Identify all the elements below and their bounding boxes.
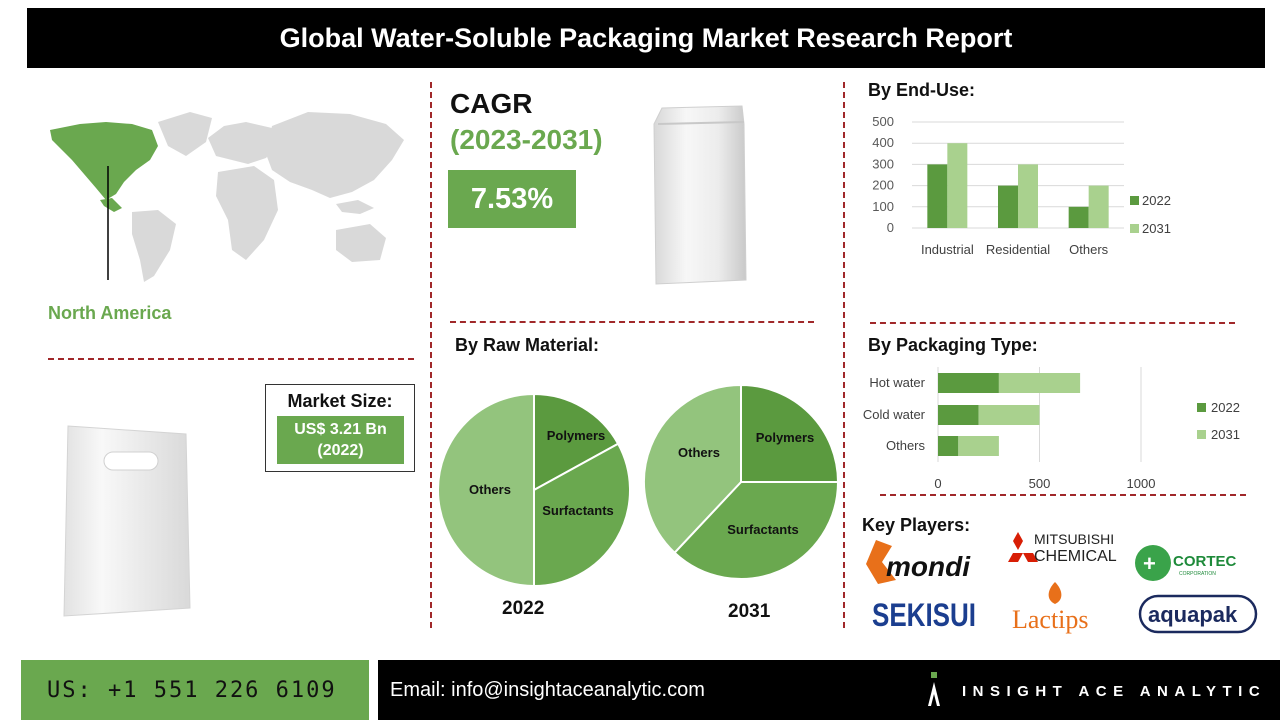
packaging-category-label: Cold water	[863, 407, 926, 422]
packaging-bar-2022-cold-water	[938, 405, 979, 425]
mondi-logo: mondi	[866, 540, 971, 584]
footer-phone: US: +1 551 226 6109	[21, 660, 369, 720]
sekisui-logo: SEKISUI	[872, 597, 976, 631]
end-use-bar-2031-others	[1088, 185, 1109, 228]
svg-text:+: +	[1143, 551, 1156, 576]
packaging-bar-2031-hot-water	[998, 373, 1081, 393]
packaging-legend-swatch-2031	[1197, 430, 1206, 439]
footer-contact-bar: Email: info@insightaceanalytic.com INSIG…	[378, 660, 1280, 720]
pie-2031-label-surfactants: Surfactants	[727, 522, 799, 537]
market-size-value: US$ 3.21 Bn	[294, 421, 387, 438]
brand-logo-icon	[928, 672, 940, 706]
market-size-title: Market Size:	[287, 391, 393, 411]
pie-2031-slice-surfactants	[673, 481, 840, 580]
end-use-ytick: 0	[887, 220, 894, 235]
cagr-value-box: 7.53%	[448, 170, 576, 228]
packaging-bar-2022-others	[938, 436, 959, 456]
pie-2022-slice-surfactants	[533, 442, 631, 588]
pie-2031-caption: 2031	[728, 601, 771, 622]
shopping-bag-image	[63, 425, 191, 617]
packaging-legend-label: 2031	[1211, 427, 1240, 442]
end-use-title: By End-Use:	[868, 80, 976, 100]
svg-text:CORTEC: CORTEC	[1173, 553, 1237, 570]
packaging-bar-2022-hot-water	[938, 373, 999, 393]
pie-2022-slice-others	[437, 392, 535, 588]
end-use-ytick: 500	[872, 114, 894, 129]
packaging-xtick: 1000	[1127, 476, 1156, 491]
raw-material-pies: Polymers Surfactants Others Polymers Surfact…	[437, 383, 840, 588]
end-use-category-label: Others	[1069, 242, 1109, 257]
email-link[interactable]: Email: info@insightaceanalytic.com	[390, 679, 705, 701]
pie-2022-label-surfactants: Surfactants	[542, 503, 614, 518]
packaging-bar-2031-others	[958, 436, 999, 456]
divider-vertical-right	[843, 82, 845, 628]
packaging-bar-2031-cold-water	[978, 405, 1040, 425]
mitsubishi-chemical-logo: MITSUBISHI CHEMICAL	[1008, 531, 1117, 565]
end-use-bar-2031-industrial	[947, 143, 968, 228]
packaging-xtick: 0	[934, 476, 941, 491]
end-use-ytick: 300	[872, 156, 894, 171]
end-use-ytick: 400	[872, 135, 894, 150]
pie-2022-slice-polymers	[533, 392, 620, 492]
svg-text:MITSUBISHI: MITSUBISHI	[1034, 531, 1114, 547]
divider-left-horizontal	[48, 358, 414, 360]
packaging-legend-label: 2022	[1211, 400, 1240, 415]
svg-text:aquapak: aquapak	[1148, 602, 1238, 627]
pie-2022-label-polymers: Polymers	[547, 428, 606, 443]
end-use-legend-swatch-2022	[1130, 196, 1139, 205]
pouch-image	[653, 105, 747, 285]
end-use-ytick: 100	[872, 199, 894, 214]
logo-text-mondi: mondi	[886, 551, 971, 582]
pie-2031-slice-polymers	[740, 383, 840, 483]
packaging-xtick: 500	[1029, 476, 1051, 491]
cagr-value: 7.53%	[470, 182, 554, 215]
end-use-category-label: Industrial	[921, 242, 974, 257]
end-use-category-label: Residential	[986, 242, 1050, 257]
aquapak-logo: aquapak	[1138, 594, 1258, 634]
world-map	[50, 112, 404, 282]
pie-2022-label-others: Others	[469, 482, 511, 497]
report-title: Global Water-Soluble Packaging Market Re…	[279, 22, 1013, 53]
pie-2031-slice-others	[643, 383, 742, 555]
report-title-bar: Global Water-Soluble Packaging Market Re…	[27, 8, 1265, 68]
end-use-chart: 0 100 200 300 400 500 Industrial Residential Oth…	[872, 114, 1171, 257]
end-use-ytick: 200	[872, 178, 894, 193]
end-use-bar-2022-residential	[998, 185, 1018, 228]
brand-name: INSIGHT ACE ANALYTIC	[962, 683, 1267, 700]
cagr-period: (2023-2031)	[450, 124, 603, 155]
svg-text:SEKISUI: SEKISUI	[872, 597, 976, 631]
end-use-legend-swatch-2031	[1130, 224, 1139, 233]
svg-text:CORPORATION: CORPORATION	[1179, 571, 1216, 577]
packaging-legend-swatch-2022	[1197, 403, 1206, 412]
end-use-bar-2031-residential	[1018, 164, 1038, 228]
svg-text:Lactips: Lactips	[1012, 605, 1089, 634]
packaging-category-label: Others	[886, 438, 926, 453]
packaging-type-chart: 0 500 1000 Hot water Cold water Others 2022 203…	[863, 367, 1240, 491]
phone-number: US: +1 551 226 6109	[47, 677, 337, 703]
cortec-logo: + CORTEC CORPORATION	[1135, 545, 1237, 581]
end-use-legend-label: 2022	[1142, 193, 1171, 208]
packaging-category-label: Hot water	[869, 375, 925, 390]
packaging-type-title: By Packaging Type:	[868, 335, 1038, 355]
end-use-legend-label: 2031	[1142, 221, 1171, 236]
lactips-logo: Lactips	[1012, 582, 1089, 634]
key-players-title: Key Players:	[862, 515, 971, 535]
market-size-year: (2022)	[317, 442, 364, 459]
svg-text:CHEMICAL: CHEMICAL	[1034, 548, 1117, 565]
market-size-card: Market Size: US$ 3.21 Bn (2022)	[265, 384, 415, 472]
pie-2022-caption: 2022	[502, 598, 545, 619]
pie-2031-label-polymers: Polymers	[756, 430, 815, 445]
divider-right-horizontal-top	[870, 322, 1235, 324]
divider-right-horizontal-bottom	[880, 494, 1246, 496]
market-size-value-box: US$ 3.21 Bn (2022)	[277, 416, 404, 464]
end-use-bar-2022-industrial	[927, 164, 948, 228]
cagr-title: CAGR	[450, 88, 533, 119]
region-label: North America	[48, 303, 172, 323]
divider-middle-horizontal	[450, 321, 814, 323]
divider-vertical-left	[430, 82, 432, 628]
pie-2031-label-others: Others	[678, 445, 720, 460]
end-use-bar-2022-others	[1068, 206, 1089, 228]
raw-material-title: By Raw Material:	[455, 335, 600, 355]
north-america-highlight	[50, 122, 158, 200]
